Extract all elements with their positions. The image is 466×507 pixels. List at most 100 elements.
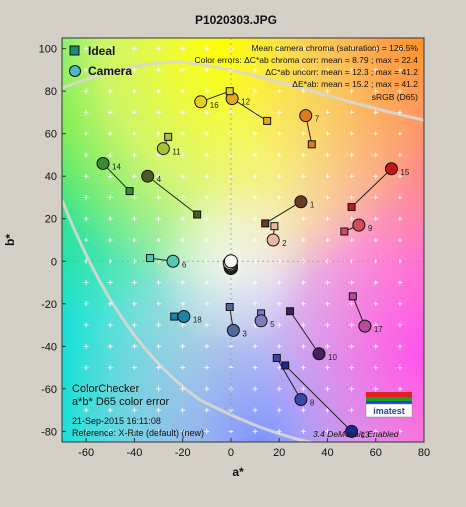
patch-14-label: 14 bbox=[112, 162, 121, 171]
grid-cross bbox=[300, 46, 306, 52]
grid-cross bbox=[276, 173, 282, 179]
grid-cross bbox=[180, 343, 186, 349]
grid-cross bbox=[156, 301, 162, 307]
grid-cross bbox=[276, 386, 282, 392]
grid-cross bbox=[156, 386, 162, 392]
grid-cross bbox=[349, 216, 355, 222]
patch-18-label: 18 bbox=[193, 316, 202, 325]
grid-cross bbox=[373, 301, 379, 307]
grid-cross bbox=[397, 428, 403, 434]
grid-cross bbox=[107, 301, 113, 307]
neutral-patches bbox=[222, 254, 238, 276]
grid-cross bbox=[107, 237, 113, 243]
grid-cross bbox=[180, 428, 186, 434]
patch-15-ideal bbox=[347, 203, 356, 212]
grid-cross bbox=[204, 131, 210, 137]
grid-cross bbox=[156, 131, 162, 137]
grid-cross bbox=[276, 67, 282, 73]
grid-cross bbox=[324, 173, 330, 179]
patch-1-ideal bbox=[261, 219, 270, 228]
grid-cross bbox=[204, 365, 210, 371]
grid-cross bbox=[373, 428, 379, 434]
patch-4-ideal bbox=[193, 210, 202, 219]
grid-cross bbox=[131, 67, 137, 73]
grid-cross bbox=[204, 237, 210, 243]
grid-cross bbox=[204, 88, 210, 94]
grid-cross bbox=[107, 280, 113, 286]
grid-cross bbox=[131, 173, 137, 179]
grid-cross bbox=[83, 67, 89, 73]
grid-cross bbox=[180, 152, 186, 158]
y-tick-label: 60 bbox=[45, 129, 57, 141]
patch-8-label: 8 bbox=[310, 398, 315, 407]
grid-cross bbox=[397, 173, 403, 179]
grid-cross bbox=[204, 386, 210, 392]
patch-12-error-line bbox=[231, 98, 268, 122]
grid-cross bbox=[156, 109, 162, 115]
grid-cross bbox=[397, 216, 403, 222]
y-tick-label: -40 bbox=[41, 341, 57, 353]
grid-cross bbox=[107, 173, 113, 179]
stats-line-3: ΔC*ab uncorr: mean = 12.3 ; max = 41.2 bbox=[265, 67, 418, 77]
grid-cross bbox=[349, 88, 355, 94]
grid-cross bbox=[324, 386, 330, 392]
grid-cross bbox=[180, 67, 186, 73]
stats-line-2: Color errors: ΔC*ab chroma corr: mean = … bbox=[195, 55, 419, 65]
grid-cross bbox=[252, 301, 258, 307]
grid-cross bbox=[180, 194, 186, 200]
grid-cross bbox=[131, 301, 137, 307]
grid-cross bbox=[83, 109, 89, 115]
grid-cross bbox=[156, 237, 162, 243]
patch-2-ideal bbox=[270, 222, 279, 231]
neutral-patch-camera bbox=[223, 254, 238, 269]
grid-cross bbox=[252, 46, 258, 52]
grid-cross bbox=[180, 365, 186, 371]
grid-cross bbox=[156, 322, 162, 328]
grid-cross bbox=[276, 322, 282, 328]
grid-cross bbox=[180, 237, 186, 243]
grid-cross bbox=[156, 280, 162, 286]
grid-cross bbox=[349, 407, 355, 413]
patch-3-ideal bbox=[225, 302, 234, 311]
patch-2-camera bbox=[266, 233, 280, 247]
grid-cross bbox=[349, 152, 355, 158]
grid-cross bbox=[107, 322, 113, 328]
y-tick-label: 80 bbox=[45, 86, 57, 98]
grid-cross bbox=[252, 428, 258, 434]
grid-cross bbox=[300, 301, 306, 307]
grid-cross bbox=[156, 428, 162, 434]
patch-9-ideal bbox=[340, 227, 349, 236]
grid-cross bbox=[276, 428, 282, 434]
grid-cross bbox=[300, 407, 306, 413]
grid-cross bbox=[373, 173, 379, 179]
grid-cross bbox=[180, 407, 186, 413]
grid-cross bbox=[131, 46, 137, 52]
grid-cross bbox=[131, 343, 137, 349]
grid-cross bbox=[324, 407, 330, 413]
patch-16-label: 16 bbox=[210, 101, 219, 110]
legend: Ideal Camera bbox=[69, 44, 132, 78]
grid-cross bbox=[131, 152, 137, 158]
grid-cross bbox=[252, 343, 258, 349]
grid-cross bbox=[324, 428, 330, 434]
grid-cross bbox=[107, 131, 113, 137]
grid-cross bbox=[373, 131, 379, 137]
patch-1-camera bbox=[294, 195, 308, 209]
grid-cross bbox=[300, 343, 306, 349]
grid-cross bbox=[204, 67, 210, 73]
y-tick-label: 40 bbox=[45, 171, 57, 183]
grid-cross bbox=[373, 152, 379, 158]
grid-cross bbox=[107, 428, 113, 434]
grid-cross bbox=[204, 407, 210, 413]
grid-cross bbox=[131, 237, 137, 243]
grid-cross bbox=[373, 67, 379, 73]
x-tick-label: 40 bbox=[321, 447, 333, 459]
grid-cross bbox=[300, 386, 306, 392]
patch-14-camera bbox=[96, 156, 110, 170]
grid-cross bbox=[300, 152, 306, 158]
grid-cross bbox=[276, 131, 282, 137]
grid-cross bbox=[180, 131, 186, 137]
grid-cross bbox=[252, 407, 258, 413]
